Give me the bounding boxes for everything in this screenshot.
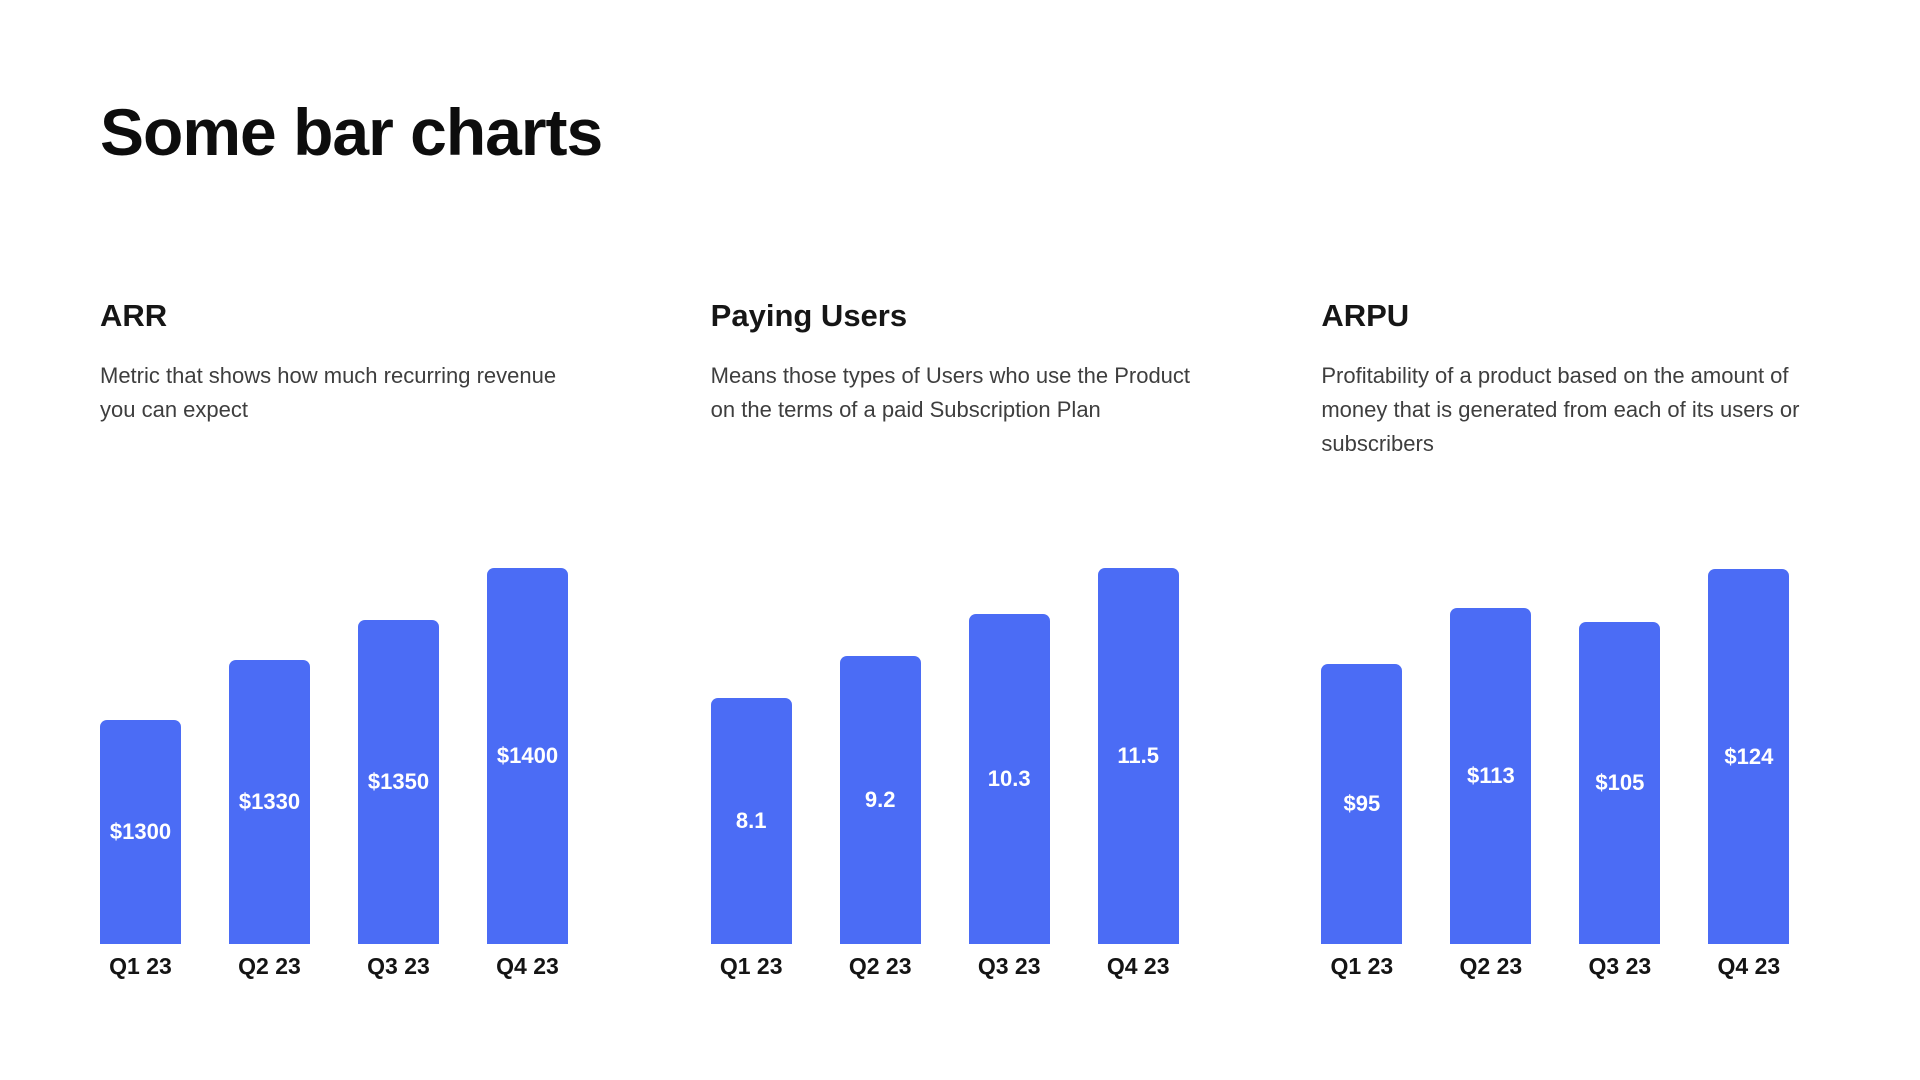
section-description-arr: Metric that shows how much recurring rev…	[100, 363, 557, 422]
bar-group-q2-23: $113 Q2 23	[1450, 608, 1532, 980]
x-axis-label: Q2 23	[848, 953, 912, 979]
bar-value-label: $1300	[109, 819, 172, 844]
bar-value-label: 10.3	[987, 766, 1031, 791]
section-paying-users: Paying Users Means those types of Users …	[711, 300, 1210, 461]
bar-group-q4-23: 11.5 Q4 23	[1097, 568, 1179, 980]
bar-rect: $1400	[487, 568, 568, 944]
bar-rect: $95	[1321, 664, 1403, 944]
section-description-paying-users: Means those types of Users who use the P…	[710, 363, 1191, 422]
x-axis-label: Q2 23	[238, 953, 301, 979]
bar-value-label: 11.5	[1117, 743, 1159, 768]
bar-value-label: $1400	[496, 743, 559, 768]
section-arr: ARR Metric that shows how much recurring…	[100, 300, 599, 461]
x-axis-label: Q4 23	[1106, 953, 1170, 979]
bar-group-q2-23: $1330 Q2 23	[229, 660, 310, 980]
bar-group-q1-23: $95 Q1 23	[1321, 664, 1403, 980]
section-description-arpu: Profitability of a product based on the …	[1321, 363, 1800, 456]
bar-group-q1-23: 8.1 Q1 23	[710, 698, 792, 980]
bar-chart-arr: $1300 Q1 23 $1330 Q2 23 $1350 Q3 23 $140…	[100, 568, 599, 980]
x-axis-label: Q4 23	[496, 953, 559, 979]
x-axis-label: Q3 23	[367, 953, 430, 979]
bar-group-q1-23: $1300 Q1 23	[100, 720, 181, 980]
section-heading-arpu: ARPU	[1321, 298, 1410, 333]
bar-rect: $113	[1450, 608, 1532, 944]
bar-group-q4-23: $1400 Q4 23	[487, 568, 568, 980]
charts-row: $1300 Q1 23 $1330 Q2 23 $1350 Q3 23 $140…	[100, 568, 1820, 980]
page-title: Some bar charts	[100, 95, 603, 169]
bar-group-q2-23: 9.2 Q2 23	[839, 656, 921, 980]
x-axis-label: Q2 23	[1459, 953, 1523, 979]
bar-rect: 8.1	[710, 698, 792, 944]
section-heading-paying-users: Paying Users	[710, 298, 908, 333]
bar-rect: 9.2	[839, 656, 921, 944]
bar-value-label: 9.2	[864, 787, 896, 812]
bar-value-label: $1330	[238, 789, 301, 814]
x-axis-label: Q3 23	[977, 953, 1041, 979]
bar-rect: 11.5	[1097, 568, 1179, 944]
bar-value-label: $113	[1466, 763, 1515, 788]
section-headers-row: ARR Metric that shows how much recurring…	[100, 300, 1820, 461]
x-axis-label: Q1 23	[719, 953, 783, 979]
bar-rect: $1330	[229, 660, 310, 944]
bar-rect: $124	[1708, 569, 1790, 944]
bar-group-q3-23: $1350 Q3 23	[358, 620, 439, 980]
x-axis-label: Q1 23	[109, 953, 172, 979]
x-axis-label: Q1 23	[1330, 953, 1394, 979]
x-axis-label: Q3 23	[1588, 953, 1652, 979]
bar-chart-arpu: $95 Q1 23 $113 Q2 23 $105 Q3 23 $124 Q4 …	[1321, 568, 1820, 980]
bar-rect: $1350	[358, 620, 439, 944]
x-axis-label: Q4 23	[1717, 953, 1781, 979]
bar-group-q3-23: $105 Q3 23	[1579, 622, 1661, 980]
bar-group-q3-23: 10.3 Q3 23	[968, 614, 1050, 980]
bar-chart-paying-users: 8.1 Q1 23 9.2 Q2 23 10.3 Q3 23 11.5 Q4 2…	[710, 568, 1210, 980]
bar-group-q4-23: $124 Q4 23	[1708, 569, 1790, 980]
bar-value-label: $95	[1343, 791, 1381, 816]
bar-value-label: $105	[1595, 770, 1645, 795]
bar-value-label: $124	[1724, 743, 1774, 769]
bar-value-label: $1350	[367, 769, 430, 794]
bar-rect: $105	[1579, 622, 1661, 944]
section-heading-arr: ARR	[100, 298, 168, 333]
bar-value-label: 8.1	[735, 808, 767, 833]
bar-rect: $1300	[100, 720, 181, 944]
bar-rect: 10.3	[968, 614, 1050, 944]
section-arpu: ARPU Profitability of a product based on…	[1321, 300, 1820, 461]
